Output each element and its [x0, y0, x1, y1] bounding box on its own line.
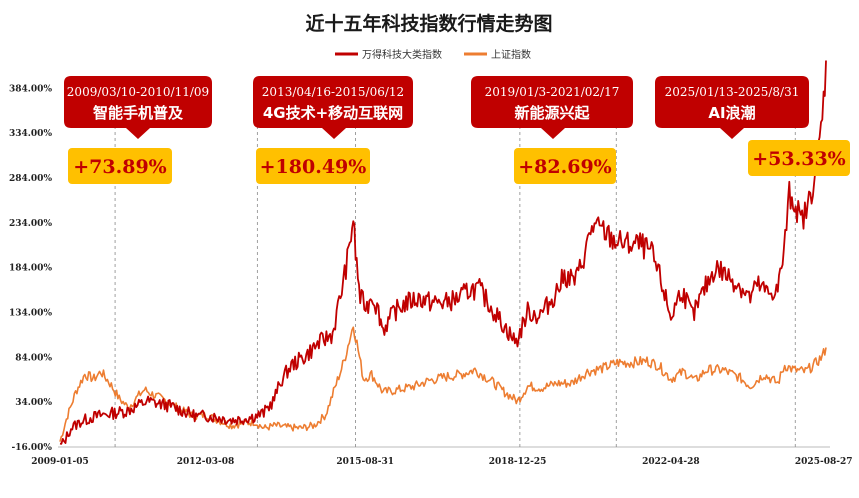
- x-tick-label: 2018-12-25: [489, 457, 547, 467]
- x-tick-label: 2025-08-27: [795, 457, 853, 467]
- callout-theme: 新能源兴起: [514, 104, 590, 122]
- callout-smartphone: 2009/03/10-2010/11/09 智能手机普及: [64, 76, 212, 139]
- x-tick-label: 2009-01-05: [31, 457, 89, 467]
- legend: 万得科技大类指数 上证指数: [335, 48, 531, 61]
- series-line-tech: [59, 60, 827, 445]
- y-tick-label: 34.00%: [15, 398, 52, 408]
- callout-date: 2009/03/10-2010/11/09: [67, 85, 209, 99]
- gain-badge-ai-wave: +53.33%: [748, 140, 850, 176]
- y-tick-label: 184.00%: [9, 264, 52, 274]
- y-tick-label: -16.00%: [12, 443, 53, 453]
- gain-value: +53.33%: [752, 148, 845, 170]
- gain-value: +73.89%: [73, 156, 166, 178]
- gain-badge-new-energy: +82.69%: [514, 148, 616, 184]
- x-tick-label: 2012-03-08: [177, 457, 235, 467]
- x-tick-label: 2022-04-28: [642, 457, 700, 467]
- legend-label-sse: 上证指数: [491, 48, 531, 61]
- gain-badge-bg: [514, 148, 616, 184]
- callout-date: 2013/04/16-2015/06/12: [262, 85, 404, 99]
- callout-date: 2025/01/13-2025/8/31: [665, 85, 800, 99]
- gain-badge-smartphone: +73.89%: [68, 148, 172, 184]
- y-axis: -16.00% 34.00% 84.00% 134.00% 184.00% 234.00%…: [9, 84, 52, 453]
- y-tick-label: 234.00%: [9, 219, 52, 229]
- gain-value: +82.69%: [518, 156, 611, 178]
- callout-theme: AI浪潮: [708, 104, 755, 122]
- x-axis: 2009-01-05 2012-03-08 2015-08-31 2018-12-25…: [31, 446, 853, 467]
- y-tick-label: 334.00%: [9, 129, 52, 139]
- callout-theme: 智能手机普及: [93, 104, 184, 122]
- gain-badge-bg: [68, 148, 172, 184]
- gain-badge-4g-mobile-internet: +180.49%: [256, 148, 370, 184]
- callout-date: 2019/01/3-2021/02/17: [485, 85, 620, 99]
- y-tick-label: 384.00%: [9, 84, 52, 94]
- period-dividers: [114, 78, 796, 447]
- series-line-sse: [59, 326, 827, 442]
- x-tick-label: 2015-08-31: [336, 457, 394, 467]
- gain-badge-bg: [748, 140, 850, 176]
- y-tick-label: 84.00%: [15, 353, 52, 363]
- gain-badge-bg: [256, 148, 370, 184]
- callout-ai-wave: 2025/01/13-2025/8/31 AI浪潮: [655, 76, 809, 139]
- callout-box: [64, 76, 212, 139]
- callout-box: [253, 76, 413, 139]
- callout-theme: 4G技术+移动互联网: [263, 104, 403, 122]
- callout-box: [471, 76, 633, 139]
- y-tick-label: 134.00%: [9, 308, 52, 318]
- callout-4g-mobile-internet: 2013/04/16-2015/06/12 4G技术+移动互联网: [253, 76, 413, 139]
- callout-new-energy: 2019/01/3-2021/02/17 新能源兴起: [471, 76, 633, 139]
- callout-box: [655, 76, 809, 139]
- chart-title: 近十五年科技指数行情走势图: [305, 12, 552, 35]
- gain-value: +180.49%: [260, 156, 367, 178]
- legend-label-tech: 万得科技大类指数: [362, 48, 442, 61]
- y-tick-label: 284.00%: [9, 174, 52, 184]
